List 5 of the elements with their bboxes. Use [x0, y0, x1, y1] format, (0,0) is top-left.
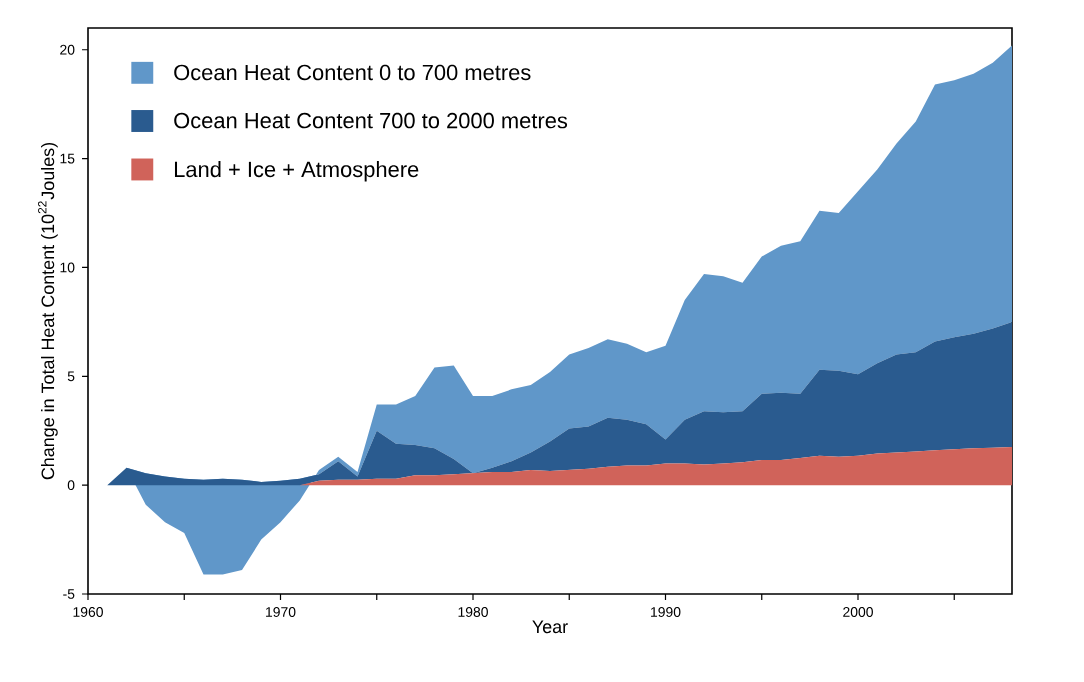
- x-axis-title: Year: [532, 620, 568, 634]
- y-axis-title: Change in Total Heat Content (10$^{22}$Joules): [38, 142, 58, 480]
- legend-label: Land + Ice + Atmosphere: [174, 161, 419, 182]
- legend-label: Ocean Heat Content 700 to 2000 metres: [174, 112, 568, 129]
- legend-label: Ocean Heat Content 0 to 700 metres: [174, 64, 531, 81]
